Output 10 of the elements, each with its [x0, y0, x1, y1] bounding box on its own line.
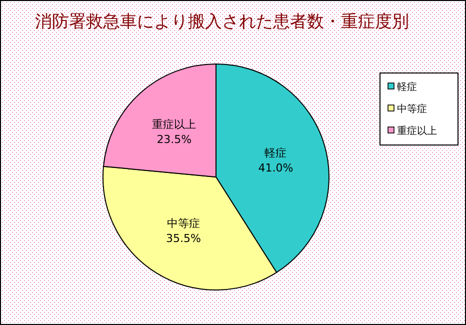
slice-label: 中等症 [167, 216, 200, 230]
slice-label: 軽症 [264, 146, 287, 160]
chart-title: 消防署救急車により搬入された患者数・重症度別 [35, 12, 409, 32]
slice-label: 重症以上 [152, 118, 196, 132]
data-label: 35.5% [166, 232, 202, 245]
legend-label: 重症以上 [397, 125, 437, 137]
data-label: 41.0% [258, 162, 294, 175]
legend-label: 中等症 [397, 103, 427, 115]
legend-label: 軽症 [397, 81, 417, 93]
data-label: 23.5% [156, 133, 192, 146]
